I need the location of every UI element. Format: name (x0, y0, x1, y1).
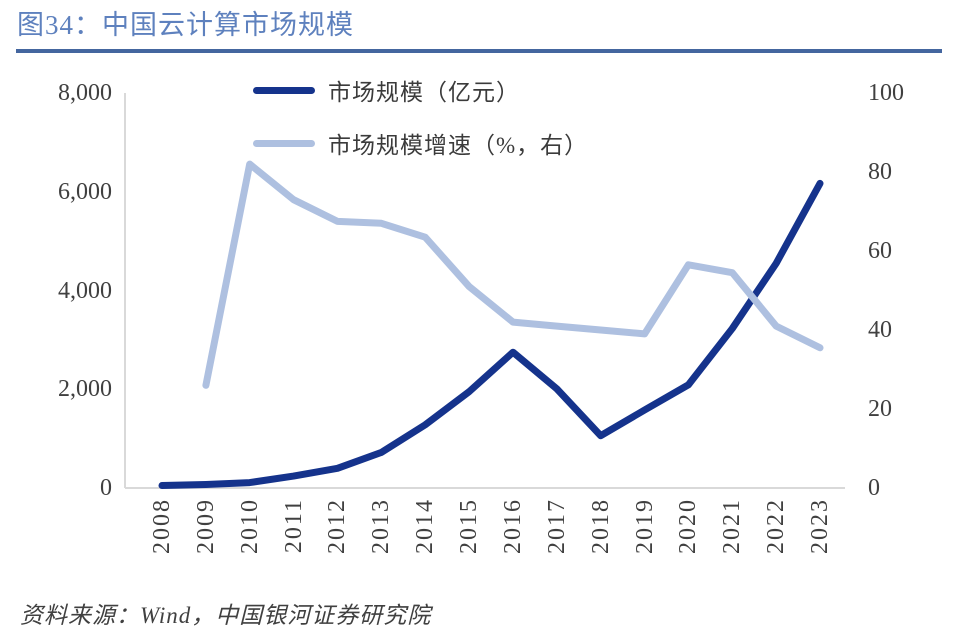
title-divider (16, 49, 942, 53)
legend-item-market-size: 市场规模（亿元） (253, 76, 588, 105)
x-axis-label: 2008 (149, 498, 175, 554)
x-axis-label: 2011 (280, 498, 307, 554)
growth-rate-line (202, 160, 824, 389)
x-axis-label: 2009 (192, 498, 219, 554)
x-axis-label: 2016 (499, 498, 526, 554)
source-note: 资料来源：Wind，中国银河证券研究院 (20, 603, 432, 628)
x-axis-label: 2010 (236, 498, 263, 554)
chart-legend: 市场规模（亿元） 市场规模增速（%，右） (253, 76, 588, 182)
legend-swatch-market-size (253, 86, 315, 94)
x-axis-label: 2021 (719, 498, 746, 554)
left-axis-tick: 2,000 (58, 376, 112, 403)
right-axis-tick: 80 (868, 159, 892, 185)
figure-title: 图34：中国云计算市场规模 (17, 10, 354, 40)
right-axis-tick: 100 (868, 80, 904, 106)
right-axis-tick: 0 (868, 475, 880, 501)
left-axis-tick: 6,000 (58, 178, 112, 205)
right-axis-tick: 40 (868, 317, 892, 343)
legend-item-growth-rate: 市场规模增速（%，右） (253, 129, 589, 158)
right-axis-tick: 60 (868, 238, 892, 264)
left-axis-tick: 4,000 (58, 277, 112, 304)
x-axis-label: 2022 (763, 498, 790, 554)
x-axis-label: 2020 (675, 498, 702, 554)
x-axis-label: 2013 (368, 498, 395, 554)
x-axis-label: 2023 (807, 498, 834, 554)
left-axis-tick: 0 (100, 475, 112, 501)
legend-swatch-growth-rate (253, 139, 315, 147)
x-axis-label: 2014 (412, 498, 439, 554)
x-axis-label: 2019 (631, 498, 658, 554)
legend-label-market-size: 市场规模（亿元） (328, 80, 520, 105)
left-axis-tick: 8,000 (58, 80, 112, 106)
right-axis-tick: 20 (868, 396, 892, 422)
x-axis-label: 2012 (324, 498, 351, 554)
legend-label-growth-rate: 市场规模增速（%，右） (328, 133, 589, 158)
market-size-line (158, 179, 824, 489)
x-axis-label: 2015 (456, 498, 483, 554)
x-axis-label: 2018 (587, 498, 614, 554)
x-axis-label: 2017 (543, 498, 570, 554)
